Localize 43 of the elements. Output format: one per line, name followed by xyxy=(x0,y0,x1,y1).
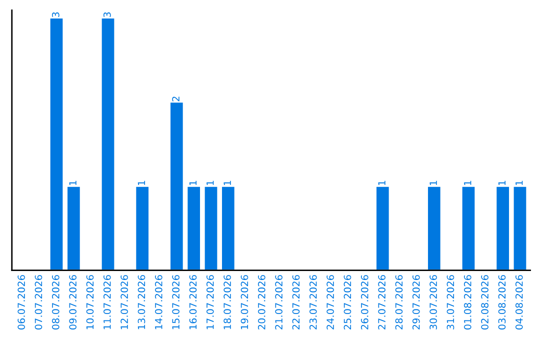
data-label: 3 xyxy=(103,12,111,18)
data-label: 3 xyxy=(52,12,60,18)
data-label: 1 xyxy=(224,180,231,186)
x-tick-label: 15.07.2026 xyxy=(172,275,180,330)
x-tick-label: 29.07.2026 xyxy=(412,275,420,330)
x-tick-label: 13.07.2026 xyxy=(138,275,146,330)
x-tick-label: 11.07.2026 xyxy=(103,275,111,330)
x-tick-label: 26.07.2026 xyxy=(360,275,368,330)
x-tick-label: 31.07.2026 xyxy=(446,275,454,330)
x-tick-label: 25.07.2026 xyxy=(344,275,352,330)
x-tick-label: 27.07.2026 xyxy=(378,275,386,330)
data-label: 1 xyxy=(378,180,386,186)
x-tick-label: 03.08.2026 xyxy=(498,275,506,330)
x-tick-label: 19.07.2026 xyxy=(240,275,248,330)
x-tick-label: 06.07.2026 xyxy=(18,275,25,330)
data-label: 1 xyxy=(69,180,76,186)
x-tick-label: 28.07.2026 xyxy=(395,275,403,330)
x-tick-label: 22.07.2026 xyxy=(292,275,300,330)
data-label: 1 xyxy=(464,180,472,186)
x-tick-label: 04.08.2026 xyxy=(515,275,523,330)
x-tick-label: 02.08.2026 xyxy=(481,275,488,330)
x-tick-label: 24.07.2026 xyxy=(326,275,334,330)
data-label: 1 xyxy=(189,180,197,186)
data-label: 2 xyxy=(172,96,180,102)
x-tick-label: 14.07.2026 xyxy=(154,275,162,330)
data-label: 1 xyxy=(430,180,437,186)
x-tick-label: 07.07.2026 xyxy=(34,275,42,330)
data-label: 1 xyxy=(138,180,146,186)
x-tick-label: 17.07.2026 xyxy=(206,275,214,330)
x-tick-label: 16.07.2026 xyxy=(189,275,197,330)
x-tick-label: 08.07.2026 xyxy=(52,275,60,330)
data-label: 1 xyxy=(498,180,506,186)
x-tick-label: 30.07.2026 xyxy=(430,275,437,330)
x-tick-label: 09.07.2026 xyxy=(69,275,76,330)
data-label: 1 xyxy=(516,180,523,186)
x-tick-label: 10.07.2026 xyxy=(86,275,94,330)
x-tick-label: 23.07.2026 xyxy=(309,275,317,330)
data-label: 1 xyxy=(206,180,214,186)
x-tick-label: 12.07.2026 xyxy=(120,275,128,330)
x-tick-label: 18.07.2026 xyxy=(224,275,231,330)
x-tick-label: 20.07.2026 xyxy=(258,275,266,330)
x-tick-label: 21.07.2026 xyxy=(275,275,282,330)
x-tick-label: 01.08.2026 xyxy=(464,275,472,330)
